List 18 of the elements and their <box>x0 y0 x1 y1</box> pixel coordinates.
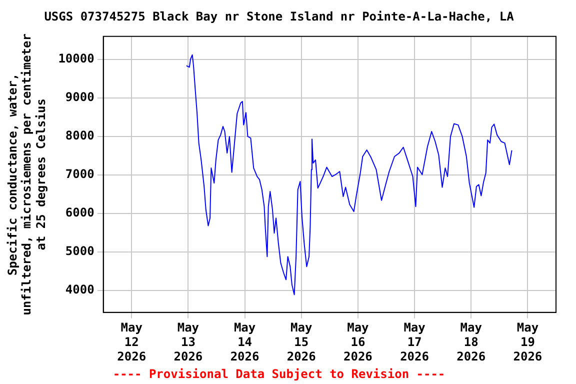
x-tick-label: May 19 2026 <box>513 320 542 364</box>
x-tick-label: May 12 2026 <box>117 320 146 364</box>
x-tick-label: May 15 2026 <box>286 320 316 364</box>
text: ---- Provisional Data Subject to Revision ---- <box>112 366 446 381</box>
x-tick-label: May 16 2026 <box>344 320 372 364</box>
y-tick-label: 6000 <box>65 206 94 220</box>
y-tick-label: 4000 <box>65 282 94 297</box>
chart-title: USGS 073745275 Black Bay nr Stone Island nr Pointe-A-La-Hache, LA <box>44 9 515 24</box>
y-axis-title: Specific conductance, water, unfiltered, microsiemens per centimeter at 25 degrees Celsius <box>5 34 48 316</box>
x-tick-label: May 17 2026 <box>400 320 429 364</box>
y-tick-label: 5000 <box>65 244 94 258</box>
x-tick-label: May 18 2026 <box>456 320 486 364</box>
y-tick-label: 8000 <box>65 128 94 143</box>
y-tick-label: 10000 <box>58 52 94 66</box>
x-tick-label: May 13 2026 <box>174 320 203 364</box>
x-tick-label: May 14 2026 <box>230 320 260 364</box>
y-tick-label: 9000 <box>65 90 94 104</box>
y-tick-label: 7000 <box>65 167 94 182</box>
